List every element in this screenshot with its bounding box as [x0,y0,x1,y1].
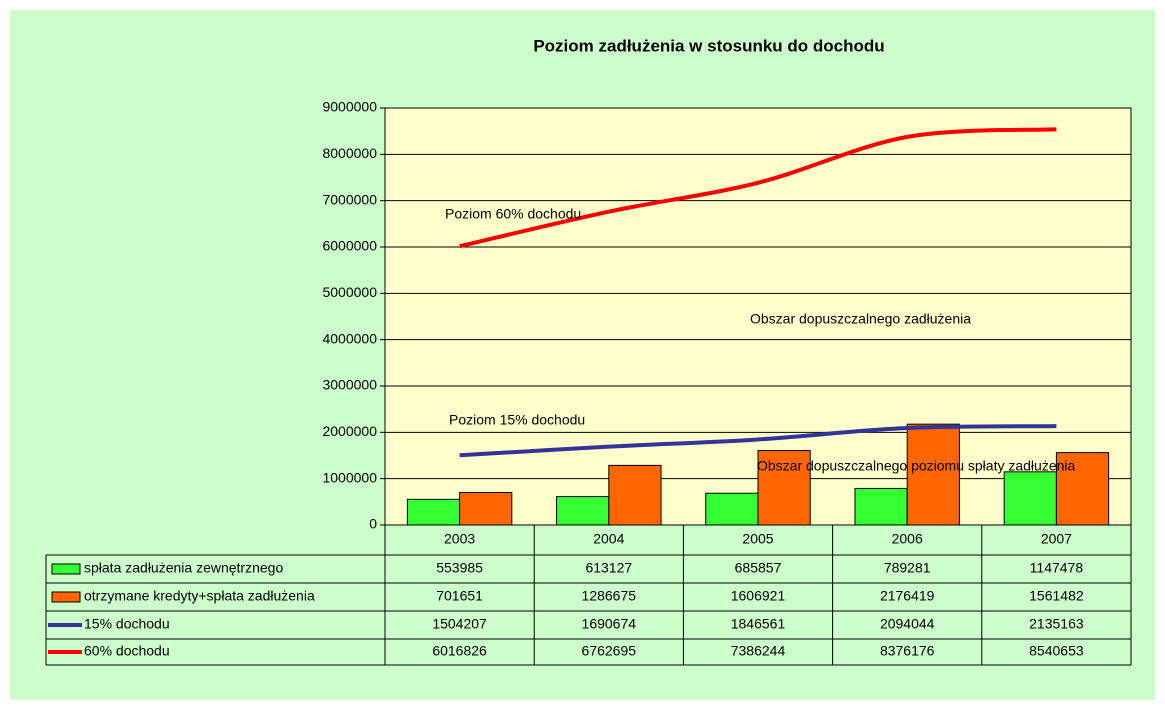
y-tick-label: 4000000 [322,330,377,346]
y-tick-label: 1000000 [322,469,377,485]
y-tick-label: 8000000 [322,145,377,161]
table-cell: 6016826 [432,643,487,659]
bar [757,450,811,526]
table-cell: 2094044 [880,616,935,632]
table-cell: 2176419 [880,588,935,604]
bar [556,496,610,526]
y-tick-label: 3000000 [322,377,377,393]
x-tick-label: 2005 [742,531,773,547]
table-cell: 1606921 [731,588,786,604]
legend-key [51,563,81,575]
annotation: Obszar dopuszczalnego zadłużenia [750,311,971,327]
table-cell: 8376176 [880,643,935,659]
chart-title: Poziom zadłużenia w stosunku do dochodu [533,36,884,55]
table-cell: 1286675 [582,588,637,604]
bar [854,487,908,526]
table-cell: 1561482 [1029,588,1084,604]
bar [1055,452,1110,526]
annotation: Poziom 60% dochodu [445,206,581,222]
bar [459,491,513,526]
table-cell: 1147478 [1030,560,1084,576]
bar [1003,471,1057,526]
annotation: Poziom 15% dochodu [449,412,585,428]
table-cell: 613127 [585,560,632,576]
y-tick-label: 7000000 [322,191,377,207]
y-tick-label: 0 [369,516,377,532]
legend-key [51,591,81,603]
table-cell: 789281 [884,560,931,576]
bar [406,498,461,526]
annotation: Obszar dopuszczalnego poziomu spłaty zad… [757,458,1076,474]
table-cell: 1846561 [731,616,786,632]
y-tick-label: 2000000 [322,423,377,439]
line [459,127,1057,249]
legend-label: 60% dochodu [84,643,170,659]
table-cell: 553985 [436,560,483,576]
table-cell: 7386244 [731,643,786,659]
bar [608,464,662,526]
table-cell: 1690674 [582,616,637,632]
x-tick-label: 2003 [444,531,475,547]
legend-label: spłata zadłużenia zewnętrznego [84,560,283,576]
table-cell: 2135163 [1029,616,1084,632]
y-tick-label: 6000000 [322,238,377,254]
table-cell: 8540653 [1029,643,1084,659]
bar [705,492,759,526]
bar [906,423,960,526]
x-tick-label: 2006 [892,531,923,547]
x-tick-label: 2007 [1041,531,1072,547]
legend-label: otrzymane kredyty+spłata zadłużenia [84,588,315,604]
x-tick-label: 2004 [593,531,624,547]
line [459,424,1057,458]
y-tick-label: 9000000 [322,99,377,115]
table-cell: 6762695 [582,643,637,659]
legend-label: 15% dochodu [84,616,170,632]
y-tick-label: 5000000 [322,284,377,300]
table-cell: 701651 [436,588,483,604]
table-cell: 1504207 [432,616,487,632]
table-cell: 685857 [735,560,782,576]
